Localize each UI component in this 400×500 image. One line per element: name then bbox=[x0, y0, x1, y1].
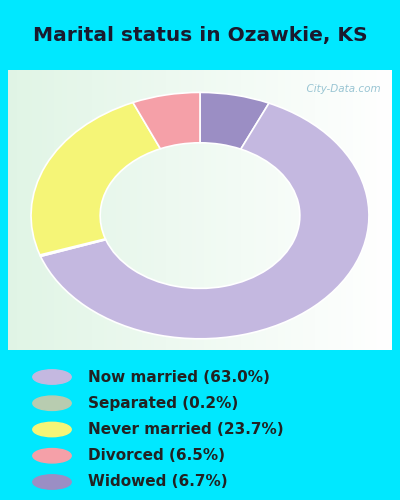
Wedge shape bbox=[31, 102, 160, 255]
Circle shape bbox=[33, 475, 71, 489]
Text: Divorced (6.5%): Divorced (6.5%) bbox=[88, 448, 225, 463]
Circle shape bbox=[33, 422, 71, 436]
Text: City-Data.com: City-Data.com bbox=[300, 84, 380, 94]
Wedge shape bbox=[40, 103, 369, 339]
Circle shape bbox=[33, 448, 71, 463]
Text: Separated (0.2%): Separated (0.2%) bbox=[88, 396, 238, 411]
Text: Never married (23.7%): Never married (23.7%) bbox=[88, 422, 284, 437]
Text: Widowed (6.7%): Widowed (6.7%) bbox=[88, 474, 228, 490]
Circle shape bbox=[33, 370, 71, 384]
Wedge shape bbox=[40, 239, 106, 256]
Wedge shape bbox=[133, 92, 200, 149]
Wedge shape bbox=[200, 92, 269, 149]
Circle shape bbox=[33, 396, 71, 410]
Text: Marital status in Ozawkie, KS: Marital status in Ozawkie, KS bbox=[33, 26, 367, 44]
Text: Now married (63.0%): Now married (63.0%) bbox=[88, 370, 270, 384]
